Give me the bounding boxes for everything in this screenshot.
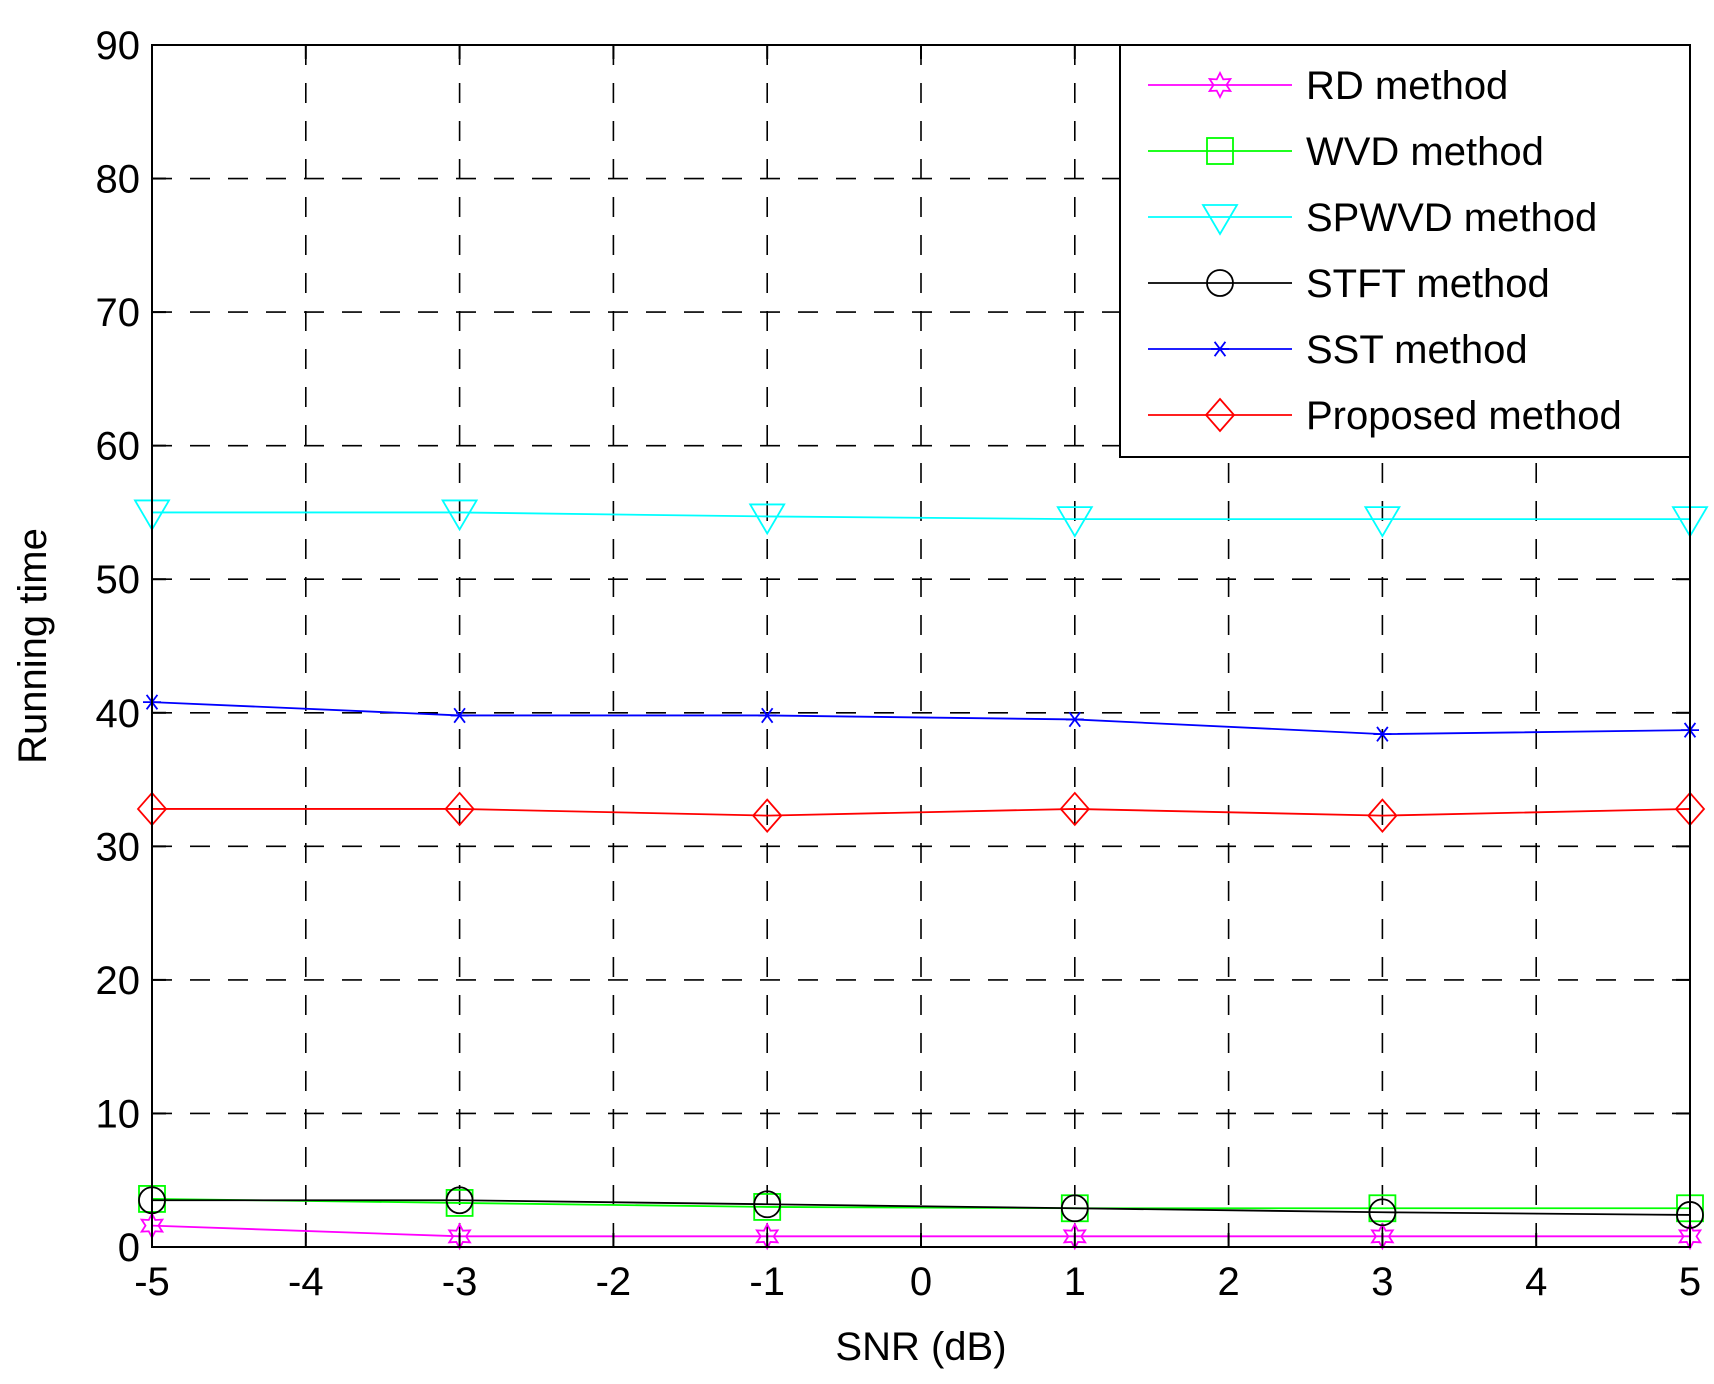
data-point <box>748 503 786 536</box>
y-tick-label: 30 <box>96 825 141 869</box>
legend-entry: WVD method <box>1148 130 1544 174</box>
legend-marker <box>1206 269 1234 297</box>
y-tick-label: 10 <box>96 1092 141 1136</box>
data-point <box>447 1222 472 1251</box>
y-axis-label: Running time <box>11 528 55 764</box>
y-tick-label: 50 <box>96 558 141 602</box>
data-point <box>1062 1222 1087 1251</box>
data-point <box>1368 1198 1397 1227</box>
data-point <box>1065 711 1084 728</box>
x-tick-label: -2 <box>596 1260 632 1304</box>
x-tick-label: -1 <box>749 1260 785 1304</box>
x-tick-label: -3 <box>442 1260 478 1304</box>
y-tick-label: 40 <box>96 692 141 736</box>
data-point <box>752 798 783 833</box>
y-tick-label: 80 <box>96 158 141 202</box>
legend-entry: SST method <box>1148 328 1528 372</box>
series-line <box>152 808 1691 817</box>
legend-label: SST method <box>1306 328 1528 372</box>
x-tick-label: 4 <box>1525 1260 1547 1304</box>
series <box>133 499 1709 1251</box>
x-tick-label: 3 <box>1371 1260 1393 1304</box>
data-point <box>445 1186 474 1215</box>
series-line <box>151 1198 1690 1210</box>
x-tick-label: 2 <box>1217 1260 1239 1304</box>
legend-label: Proposed method <box>1306 394 1622 438</box>
legend-marker <box>1207 71 1233 99</box>
y-tick-label: 60 <box>96 425 141 469</box>
legend-entry: SPWVD method <box>1148 196 1597 240</box>
legend-entry: Proposed method <box>1148 394 1622 438</box>
data-point <box>755 1222 780 1251</box>
legend-marker <box>1204 397 1236 433</box>
series-line <box>151 701 1691 736</box>
legend-entry: STFT method <box>1148 262 1550 306</box>
data-point <box>444 791 475 827</box>
y-tick-label: 20 <box>96 959 141 1003</box>
data-point <box>1059 791 1090 827</box>
data-point <box>758 707 777 724</box>
legend-box <box>1119 44 1691 458</box>
series-line <box>152 511 1690 521</box>
legend-marker <box>1201 204 1239 236</box>
x-tick-label: 1 <box>1064 1260 1086 1304</box>
data-point <box>1060 1194 1089 1223</box>
data-point <box>450 707 469 724</box>
legend-marker <box>1206 137 1234 165</box>
legend-marker <box>1211 341 1229 357</box>
y-tick-label: 90 <box>96 24 141 68</box>
legend-label: SPWVD method <box>1306 196 1597 240</box>
data-point <box>1677 1222 1703 1251</box>
x-tick-label: -4 <box>288 1260 324 1304</box>
legend: RD method WVD method SPWVD method STFT meth… <box>1119 44 1691 458</box>
y-tick-label: 0 <box>118 1226 140 1270</box>
x-tick-label: -5 <box>134 1260 170 1304</box>
legend-label: STFT method <box>1306 262 1550 306</box>
data-point <box>441 499 479 532</box>
data-point <box>1363 506 1401 538</box>
legend-label: RD method <box>1306 64 1508 108</box>
y-tick-label: 70 <box>96 291 141 335</box>
legend-entry: RD method <box>1148 64 1508 108</box>
legend-label: WVD method <box>1306 130 1544 174</box>
data-point <box>1367 798 1398 833</box>
data-point <box>1373 726 1392 742</box>
data-point <box>1056 506 1094 538</box>
x-tick-label: 0 <box>910 1260 932 1304</box>
series-line <box>152 1199 1691 1216</box>
x-tick-label: 5 <box>1679 1260 1701 1304</box>
data-point <box>1370 1222 1395 1251</box>
x-axis-label: SNR (dB) <box>835 1325 1006 1369</box>
data-point <box>753 1190 782 1219</box>
